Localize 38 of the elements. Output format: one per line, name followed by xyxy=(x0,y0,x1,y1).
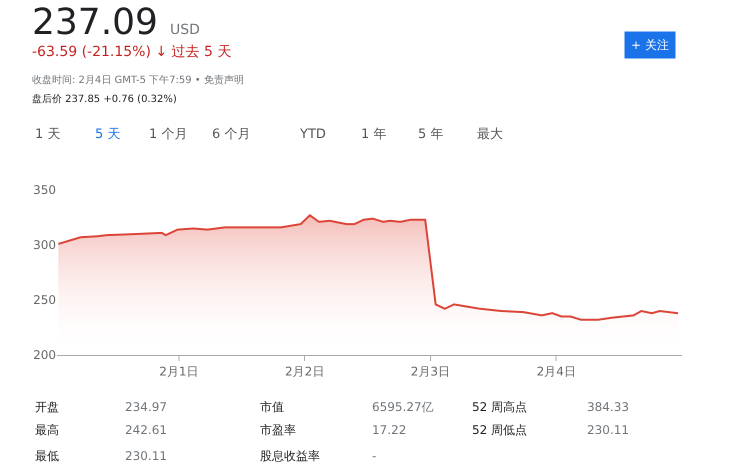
text: USD xyxy=(170,22,200,38)
y-tick-label: 200 xyxy=(33,348,56,362)
text: 52 周低点 xyxy=(472,423,528,437)
text: 1 个月 xyxy=(149,127,188,142)
text: 5 年 xyxy=(418,127,444,142)
text: -63.59 (-21.15%) ↓ 过去 5 天 xyxy=(32,44,232,60)
text: 17.22 xyxy=(372,423,406,437)
text: 最高 xyxy=(35,423,59,437)
text: 230.11 xyxy=(587,423,629,437)
text: 最低 xyxy=(35,449,59,463)
x-tick-label: 2月3日 xyxy=(410,364,450,378)
text: YTD xyxy=(299,127,326,142)
text: 市值 xyxy=(260,400,284,414)
text: + 关注 xyxy=(631,38,669,52)
text: 最大 xyxy=(477,127,503,142)
text: 5 天 xyxy=(95,127,120,142)
x-tick-label: 2月1日 xyxy=(159,364,198,378)
text: 230.11 xyxy=(125,449,167,463)
chart-title: 237.09 xyxy=(32,2,158,43)
text: 52 周高点 xyxy=(472,400,528,414)
text: - xyxy=(372,449,376,463)
text: 盘后价 237.85 +0.76 (0.32%) xyxy=(32,93,177,105)
text: 6595.27亿 xyxy=(372,400,434,414)
text: 1 天 xyxy=(35,127,60,142)
x-tick-label: 2月2日 xyxy=(285,364,324,378)
y-tick-label: 250 xyxy=(33,293,56,308)
text: 242.61 xyxy=(125,423,167,437)
text: 市盈率 xyxy=(260,423,296,437)
text: 6 个月 xyxy=(212,127,250,142)
text: 收盘时间: 2月4日 GMT-5 下午7:59 • 免责声明 xyxy=(32,74,244,86)
y-tick-label: 350 xyxy=(33,183,56,198)
text: 1 年 xyxy=(361,127,386,142)
text: 股息收益率 xyxy=(260,449,320,463)
x-tick-label: 2月4日 xyxy=(536,364,576,378)
text: 384.33 xyxy=(587,400,629,414)
text: 开盘 xyxy=(35,400,59,414)
text: 234.97 xyxy=(125,400,167,414)
y-tick-label: 300 xyxy=(33,238,56,252)
